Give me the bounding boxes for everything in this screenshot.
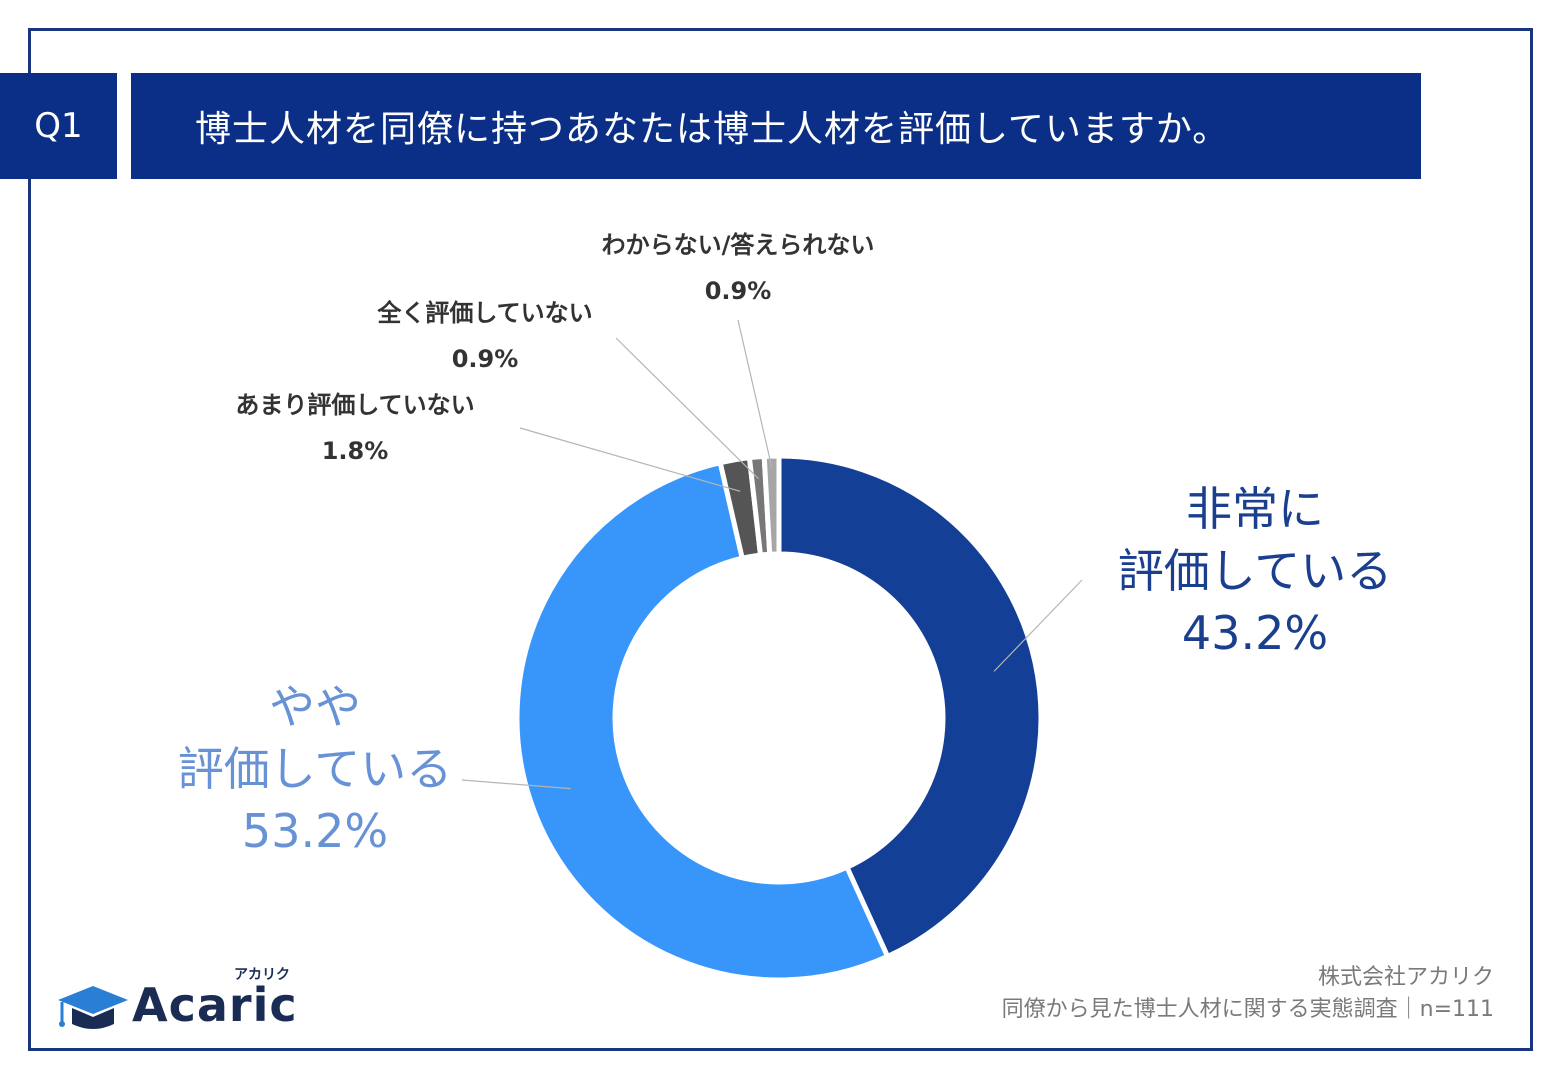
leader-line-dont-know (737, 319, 773, 469)
label-not-at-all-value: 0.9% (451, 345, 519, 373)
label-not-at-all-text: 全く評価していない (377, 299, 593, 327)
label-not-much-text: あまり評価していない (235, 391, 475, 419)
label-somewhat-line1: やや (269, 680, 361, 734)
label-dont-know-value: 0.9% (704, 277, 772, 305)
logo-wordmark: Acaric (132, 978, 298, 1032)
source-credit: 株式会社アカリク 同僚から見た博士人材に関する実態調査｜n=111 (1002, 962, 1494, 1026)
label-somewhat: やや 評価している 53.2% (160, 676, 470, 862)
chart-frame (28, 28, 1533, 1051)
acaric-logo: アカリク Acaric (56, 967, 316, 1038)
slice-very-high (776, 453, 1044, 960)
leader-line-not-much (519, 427, 741, 492)
label-somewhat-value: 53.2% (241, 804, 389, 858)
label-dont-know: わからない/答えられない 0.9% (563, 222, 913, 314)
leader-line-not-at-all (615, 337, 760, 480)
label-very-high-line1: 非常に (1186, 482, 1324, 536)
label-dont-know-text: わからない/答えられない (601, 231, 875, 259)
slice-dont-know (761, 453, 782, 557)
label-very-high-line2: 評価している (1117, 544, 1393, 598)
label-very-high-value: 43.2% (1181, 606, 1329, 660)
logo-kana: アカリク (234, 967, 290, 983)
slice-somewhat (514, 459, 891, 983)
survey-name: 同僚から見た博士人材に関する実態調査｜n=111 (1001, 997, 1494, 1022)
leader-line-somewhat (461, 779, 571, 790)
question-title: 博士人材を同僚に持つあなたは博士人材を評価していますか。 (131, 73, 1421, 179)
company-name: 株式会社アカリク (1317, 965, 1494, 990)
graduation-cap-icon (58, 986, 128, 1029)
label-very-high: 非常に 評価している 43.2% (1100, 478, 1410, 664)
question-badge: Q1 (0, 73, 117, 179)
leader-line-very-high (993, 579, 1083, 672)
label-not-much: あまり評価していない 1.8% (200, 382, 510, 474)
label-not-much-value: 1.8% (321, 437, 389, 465)
label-somewhat-line2: 評価している (177, 742, 453, 796)
label-not-at-all: 全く評価していない 0.9% (330, 290, 640, 382)
